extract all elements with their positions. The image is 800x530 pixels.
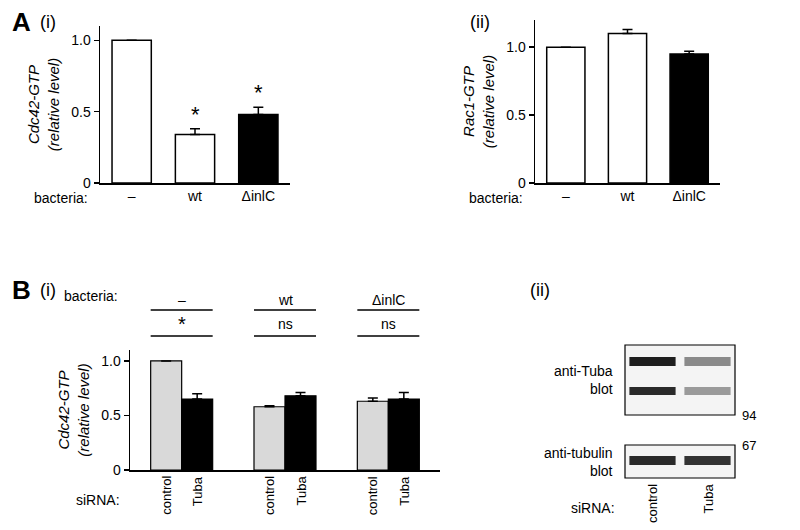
svg-text:(ii): (ii) (530, 280, 550, 300)
svg-text:B: B (12, 275, 31, 305)
svg-text:Tuba: Tuba (397, 476, 412, 506)
svg-text:*: * (191, 102, 200, 127)
svg-text:control: control (365, 476, 380, 515)
svg-text:Tuba: Tuba (701, 484, 716, 514)
svg-text:ΔinlC: ΔinlC (372, 292, 405, 308)
svg-text:wt: wt (278, 292, 293, 308)
svg-text:0.5: 0.5 (506, 107, 526, 123)
svg-text:Cdc42-GTP(relative level): Cdc42-GTP(relative level) (25, 58, 62, 151)
svg-text:ns: ns (381, 316, 396, 332)
svg-text:ΔinlC: ΔinlC (242, 188, 275, 204)
svg-text:0.5: 0.5 (71, 104, 91, 120)
svg-text:control: control (262, 476, 277, 515)
svg-text:94: 94 (742, 408, 756, 423)
svg-text:–: – (562, 188, 570, 204)
svg-text:bacteria:: bacteria: (64, 288, 118, 304)
svg-text:Tuba: Tuba (190, 476, 205, 506)
svg-text:Tuba: Tuba (294, 476, 309, 506)
svg-text:1.0: 1.0 (101, 353, 121, 369)
svg-text:bacteria:: bacteria: (469, 190, 523, 206)
svg-text:anti-tubulinblot: anti-tubulinblot (544, 445, 613, 479)
svg-text:wt: wt (620, 188, 635, 204)
svg-text:(i): (i) (40, 12, 56, 32)
svg-text:control: control (645, 484, 660, 523)
svg-text:siRNA:: siRNA: (76, 492, 120, 508)
svg-text:67: 67 (742, 438, 756, 453)
svg-text:wt: wt (187, 188, 202, 204)
svg-text:1.0: 1.0 (71, 32, 91, 48)
svg-text:anti-Tubablot: anti-Tubablot (554, 363, 613, 397)
svg-text:(ii): (ii) (470, 12, 490, 32)
svg-text:siRNA:: siRNA: (571, 500, 615, 516)
svg-text:(i): (i) (40, 280, 56, 300)
svg-text:A: A (12, 7, 31, 37)
svg-text:–: – (128, 188, 136, 204)
svg-text:*: * (254, 80, 263, 105)
svg-text:1.0: 1.0 (506, 39, 526, 55)
svg-text:0: 0 (113, 462, 121, 478)
svg-text:bacteria:: bacteria: (34, 190, 88, 206)
svg-text:–: – (178, 292, 186, 308)
svg-text:ns: ns (278, 316, 293, 332)
svg-text:Cdc42-GTP(relative level): Cdc42-GTP(relative level) (55, 363, 92, 456)
svg-text:control: control (159, 476, 174, 515)
svg-text:ΔinlC: ΔinlC (672, 188, 705, 204)
svg-text:0: 0 (83, 175, 91, 191)
svg-text:0: 0 (518, 175, 526, 191)
svg-text:*: * (178, 313, 186, 335)
svg-text:Rac1-GTP(relative level): Rac1-GTP(relative level) (460, 55, 497, 148)
svg-text:0.5: 0.5 (101, 407, 121, 423)
